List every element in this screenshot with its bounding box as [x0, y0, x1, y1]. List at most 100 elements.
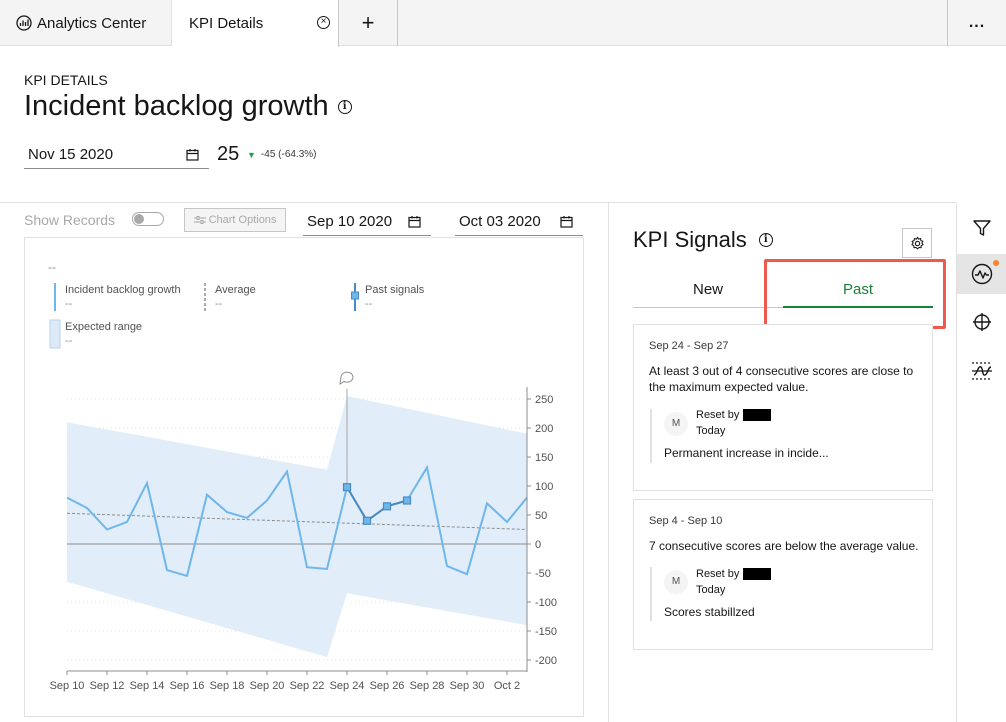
signal-card[interactable]: Sep 4 - Sep 10 7 consecutive scores are …	[633, 499, 933, 650]
tab-new-signals[interactable]: New	[633, 276, 783, 308]
kpi-value: 25	[217, 143, 240, 165]
panel-divider	[608, 203, 609, 722]
add-tab-button[interactable]: +	[339, 0, 398, 46]
redacted-user	[743, 409, 772, 421]
x-tick-label: Sep 26	[370, 680, 405, 692]
y-tick-label: 0	[535, 539, 541, 551]
signals-button[interactable]	[957, 254, 1006, 294]
legend-average-value: --	[215, 298, 223, 310]
series-line	[66, 464, 528, 578]
close-icon[interactable]: ×	[317, 16, 330, 29]
analytics-icon	[16, 15, 32, 31]
chart-options-label: Chart Options	[208, 214, 277, 226]
kpi-date-picker[interactable]: Nov 15 2020	[24, 141, 209, 169]
filter-button[interactable]	[957, 208, 1006, 248]
legend-series-value: --	[65, 298, 73, 310]
threshold-wave-icon	[971, 362, 992, 380]
y-tick-label: 100	[535, 481, 553, 493]
tab-bar: Analytics Center KPI Details × + ...	[0, 0, 1006, 47]
y-tick-label: -100	[535, 597, 557, 609]
redacted-user	[743, 568, 772, 580]
comment-icon	[339, 371, 354, 385]
page-title-text: Incident backlog growth	[24, 90, 329, 122]
start-date-picker[interactable]: Sep 10 2020	[303, 208, 431, 236]
target-button[interactable]	[957, 302, 1006, 342]
x-tick-label: Sep 24	[330, 680, 365, 692]
x-tick-label: Sep 14	[130, 680, 165, 692]
signal-card[interactable]: Sep 24 - Sep 27 At least 3 out of 4 cons…	[633, 324, 933, 491]
overflow-menu-button[interactable]: ...	[947, 0, 1006, 46]
info-icon[interactable]: i	[337, 99, 352, 114]
tab-kpi-label: KPI Details	[189, 15, 264, 32]
avatar: M	[664, 570, 688, 594]
y-tick-label: -150	[535, 626, 557, 638]
x-tick-label: Oct 2	[494, 680, 520, 692]
x-tick-label: Sep 18	[210, 680, 245, 692]
signal-marker	[362, 516, 372, 525]
show-records-toggle[interactable]	[132, 212, 164, 226]
tab-analytics-center[interactable]: Analytics Center	[0, 0, 172, 46]
kpi-delta-value: -45 (-64.3%)	[260, 149, 317, 160]
y-tick-label: 150	[535, 452, 553, 464]
kpi-date-value: Nov 15 2020	[28, 146, 114, 163]
signal-date: Sep 4 - Sep 10	[649, 515, 723, 527]
sliders-icon	[193, 216, 206, 224]
kpi-delta: ▼ -45 (-64.3%)	[247, 149, 317, 160]
notification-dot	[993, 260, 999, 266]
y-tick-label: 200	[535, 423, 553, 435]
show-records-label: Show Records	[24, 212, 116, 228]
legend-average-label: Average	[215, 284, 256, 296]
reset-by: Reset by	[696, 568, 772, 580]
reset-when: Today	[696, 425, 726, 437]
signal-marker	[402, 496, 412, 505]
card-rule	[650, 567, 652, 621]
expected-range-band	[67, 396, 527, 658]
threshold-button[interactable]	[957, 351, 1006, 391]
reset-by-label: Reset by	[696, 409, 740, 421]
calendar-icon	[560, 216, 573, 228]
signal-note: Permanent increase in incide...	[664, 446, 829, 460]
x-tick-label: Sep 16	[170, 680, 205, 692]
signal-note: Scores stabillzed	[664, 605, 755, 619]
x-tick-label: Sep 12	[90, 680, 125, 692]
highlight-box	[764, 259, 946, 329]
filter-icon	[972, 220, 991, 236]
signal-settings-button[interactable]	[902, 228, 932, 258]
kpi-chart[interactable]: -- Incident backlog growth -- Average --…	[24, 237, 584, 717]
calendar-icon	[186, 149, 199, 161]
chart-options-button[interactable]: Chart Options	[184, 208, 286, 232]
signals-title-text: KPI Signals	[633, 227, 747, 252]
page-title: Incident backlog growth i	[24, 90, 352, 123]
legend-range-label: Expected range	[65, 321, 142, 333]
trend-down-icon: ▼	[247, 149, 256, 160]
gear-icon	[910, 235, 924, 250]
info-icon[interactable]: i	[758, 233, 773, 247]
signal-description: 7 consecutive scores are below the avera…	[649, 539, 919, 553]
plot-area: 250 200 150 100 50 0 -50 -100 -150 -200 Sep 10 Sep …	[50, 371, 557, 692]
legend-range-swatch	[49, 319, 61, 349]
card-rule	[650, 409, 652, 463]
chart-container	[24, 237, 584, 717]
signals-title: KPI Signals i	[633, 227, 773, 253]
legend-series-label: Incident backlog growth	[65, 284, 181, 296]
calendar-icon	[408, 216, 421, 228]
reset-by-label: Reset by	[696, 568, 740, 580]
legend-signals-marker	[351, 291, 359, 300]
x-tick-label: Sep 30	[450, 680, 485, 692]
tab-kpi-details[interactable]: KPI Details ×	[172, 0, 339, 47]
tab-past-signals[interactable]: Past	[783, 276, 933, 308]
start-date-value: Sep 10 2020	[307, 213, 393, 230]
end-date-value: Oct 03 2020	[459, 213, 541, 230]
crosshair-icon	[972, 313, 991, 331]
tab-analytics-label: Analytics Center	[37, 14, 147, 32]
y-tick-label: 50	[535, 510, 547, 522]
signal-marker	[342, 483, 352, 492]
x-tick-label: Sep 20	[250, 680, 285, 692]
signal-description: At least 3 out of 4 consecutive scores a…	[649, 364, 914, 394]
legend-header-value: --	[48, 260, 56, 274]
x-tick-label: Sep 10	[50, 680, 85, 692]
reset-when: Today	[696, 584, 726, 596]
x-tick-label: Sep 22	[290, 680, 325, 692]
end-date-picker[interactable]: Oct 03 2020	[455, 208, 583, 236]
legend-signals-value: --	[365, 298, 373, 310]
